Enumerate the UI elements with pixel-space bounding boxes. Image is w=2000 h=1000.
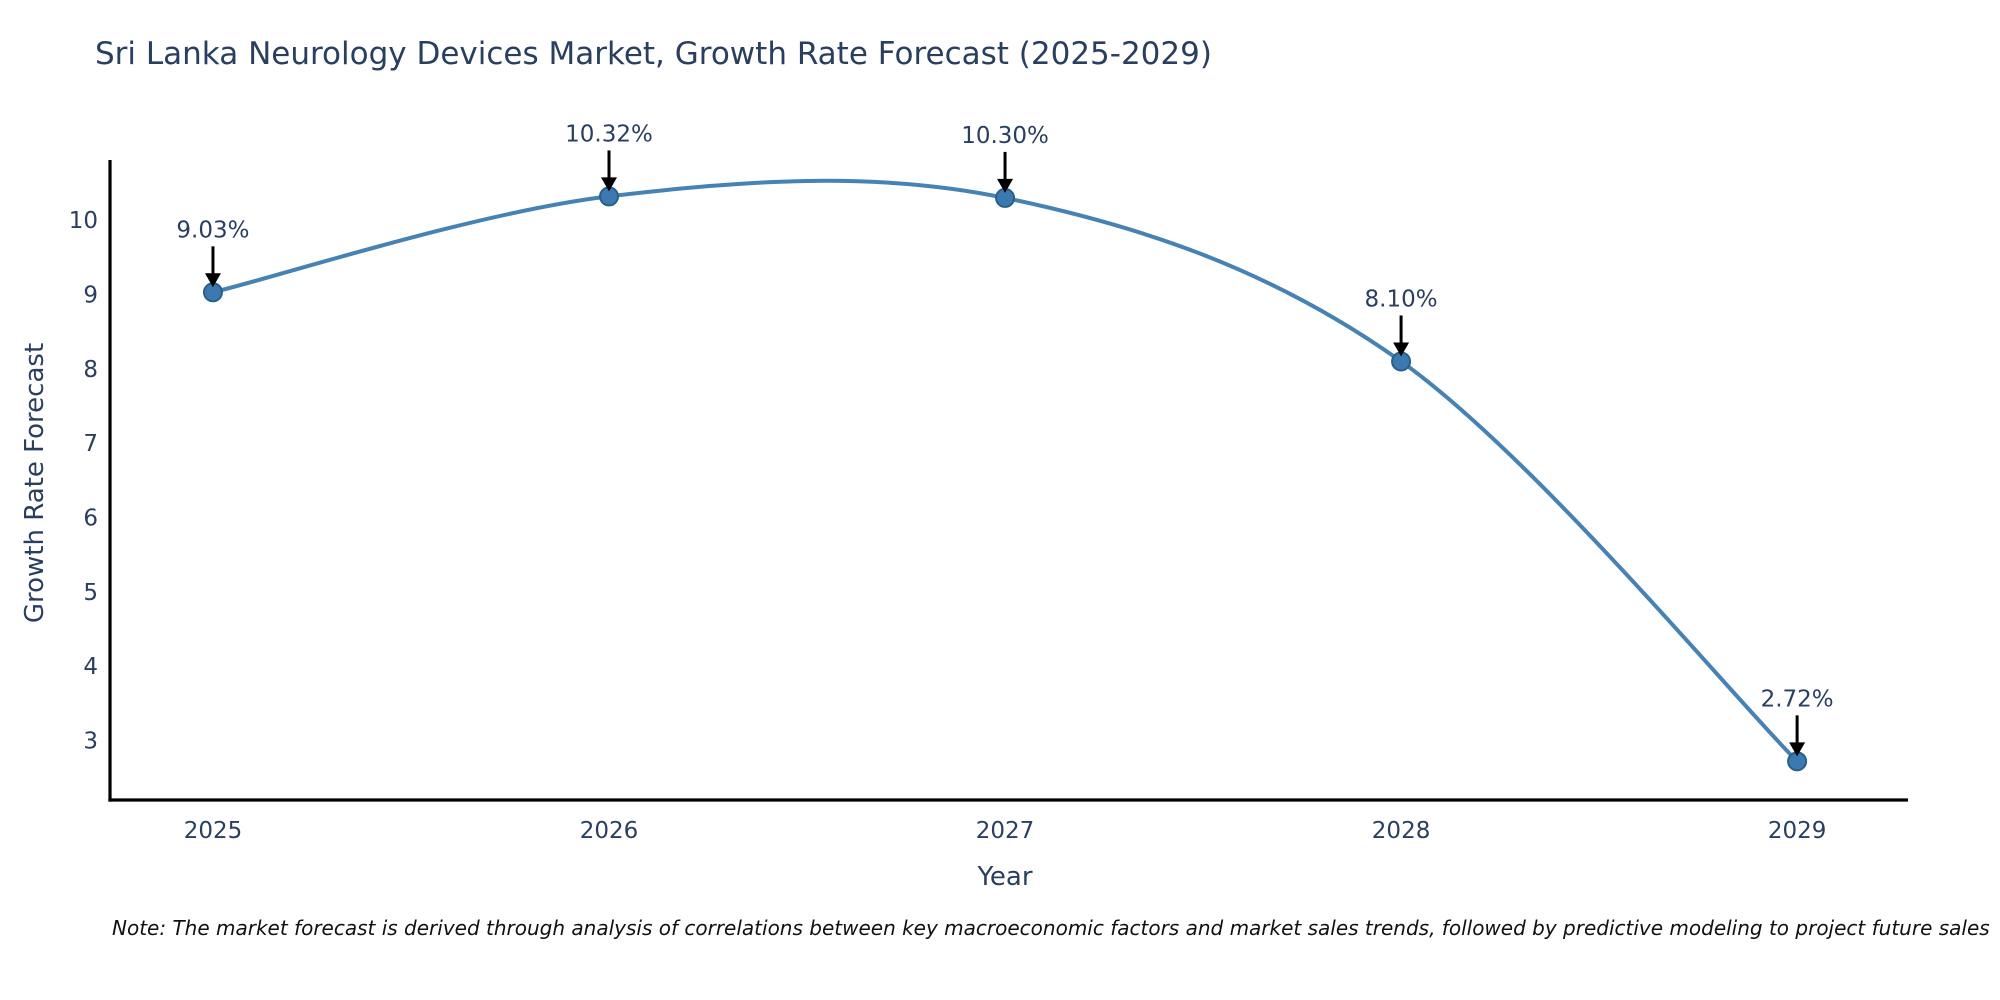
footnote: Note: The market forecast is derived thr… bbox=[112, 916, 1990, 940]
y-tick-label: 3 bbox=[83, 729, 98, 755]
y-tick-label: 7 bbox=[83, 431, 98, 457]
x-tick-label: 2028 bbox=[1372, 818, 1431, 844]
annotation-label: 10.32% bbox=[565, 121, 653, 147]
y-tick-label: 4 bbox=[83, 654, 98, 680]
annotation-arrowhead bbox=[204, 273, 221, 288]
forecast-line bbox=[212, 178, 1799, 763]
x-tick-label: 2027 bbox=[976, 818, 1035, 844]
x-tick-label: 2025 bbox=[184, 818, 243, 844]
y-tick-label: 5 bbox=[83, 580, 98, 606]
annotation-arrowhead bbox=[997, 178, 1014, 193]
x-tick-label: 2026 bbox=[580, 818, 639, 844]
y-tick-label: 6 bbox=[83, 506, 98, 532]
annotation-label: 8.10% bbox=[1365, 286, 1438, 312]
chart-title: Sri Lanka Neurology Devices Market, Grow… bbox=[95, 36, 1212, 72]
annotation-arrowhead bbox=[1789, 742, 1806, 757]
y-axis-title: Growth Rate Forecast bbox=[20, 342, 50, 624]
y-tick-label: 9 bbox=[83, 283, 98, 309]
x-tick-label: 2029 bbox=[1768, 818, 1827, 844]
y-tick-label: 10 bbox=[69, 208, 98, 234]
annotation-label: 10.30% bbox=[961, 123, 1049, 149]
annotation-label: 9.03% bbox=[176, 217, 249, 243]
x-axis-title: Year bbox=[977, 862, 1033, 892]
annotation-label: 2.72% bbox=[1761, 686, 1834, 712]
y-tick-label: 8 bbox=[83, 357, 98, 383]
annotation-arrowhead bbox=[1393, 342, 1410, 357]
annotation-arrowhead bbox=[601, 177, 618, 192]
